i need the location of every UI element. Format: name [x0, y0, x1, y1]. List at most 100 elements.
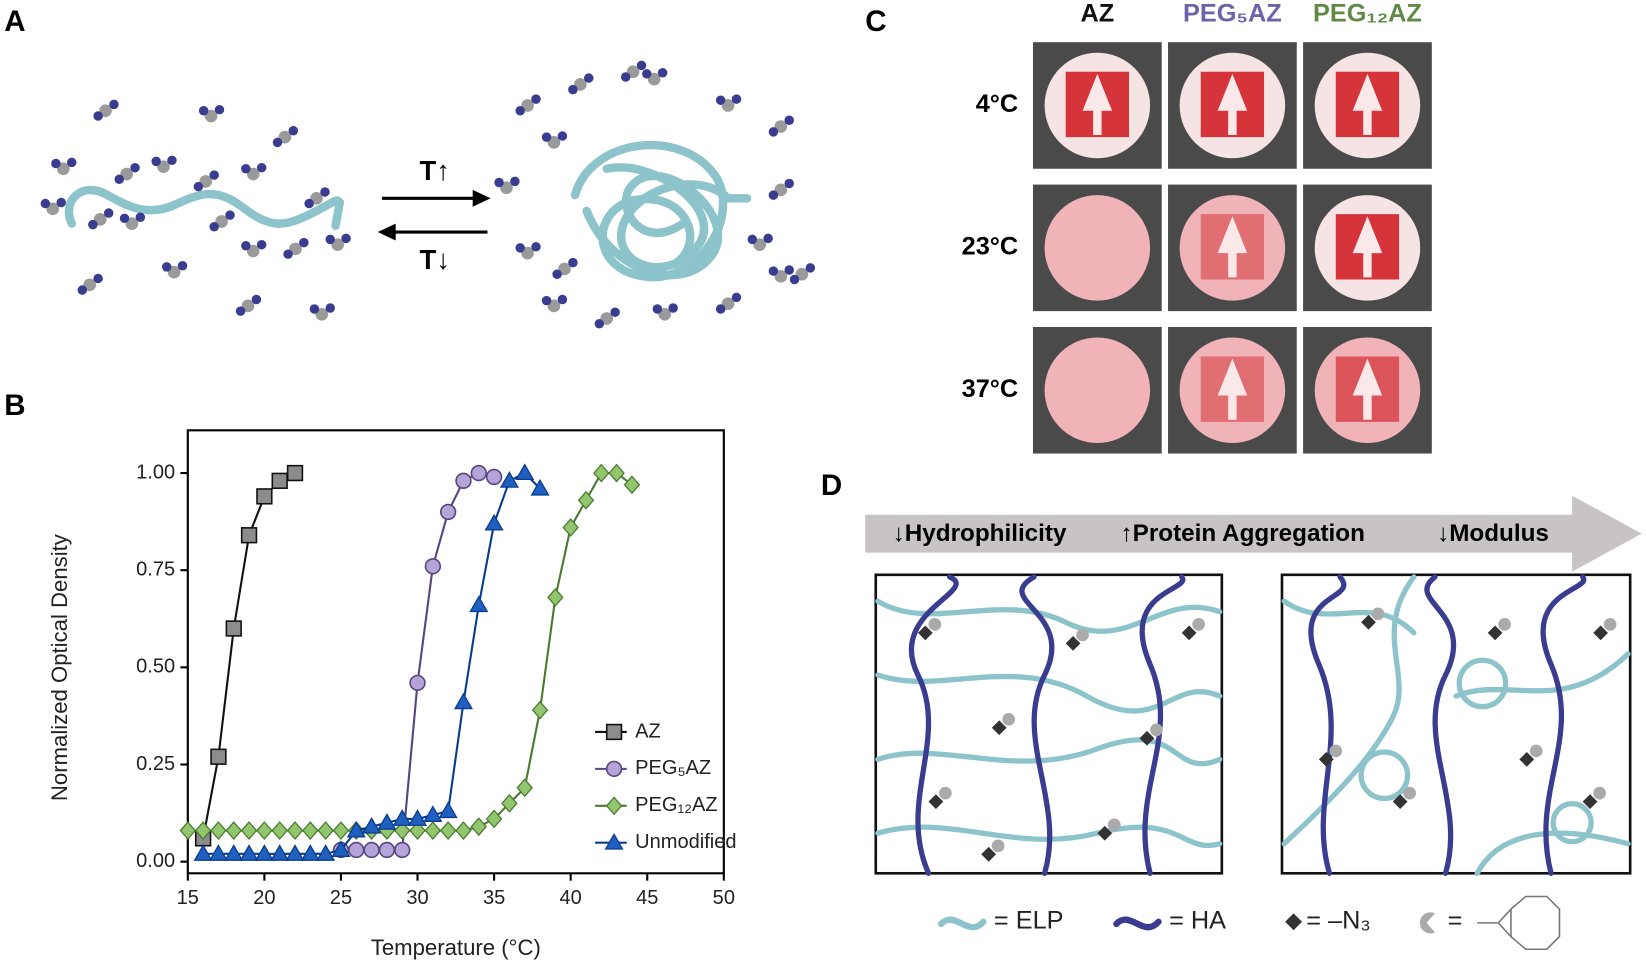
atom [67, 157, 77, 168]
marker [562, 518, 579, 537]
network-box [1280, 573, 1632, 875]
atom [341, 233, 351, 244]
marker [240, 527, 258, 544]
row-label: 4°C [976, 90, 1018, 118]
logo-tree [1352, 73, 1383, 136]
atom [320, 187, 330, 197]
marker [593, 463, 610, 483]
marker [240, 821, 258, 840]
legend-label: PEG₅AZ [635, 757, 711, 779]
column-header: PEG₁₂AZ [1313, 0, 1422, 27]
water-molecule [119, 212, 146, 230]
water-molecule [620, 60, 647, 82]
crosslink [1593, 786, 1606, 800]
marker [530, 478, 550, 496]
atom [256, 162, 267, 173]
y-tick-label: 0.00 [136, 850, 175, 872]
marker [300, 844, 320, 861]
panel-d: ↓Hydrophilicity ↑Protein Aggregation ↓Mo… [865, 495, 1642, 951]
marker [179, 821, 197, 840]
x-tick-label: 35 [483, 887, 505, 909]
marker [302, 821, 319, 840]
logo-tree [1352, 358, 1383, 420]
marker [331, 840, 351, 857]
water-molecule [594, 307, 620, 329]
crosslink [1181, 625, 1197, 641]
atom [109, 99, 119, 110]
line [340, 471, 495, 852]
marker [256, 821, 273, 840]
crosslink [939, 786, 952, 800]
marker [210, 748, 227, 765]
series [194, 464, 304, 847]
water-molecule [241, 239, 267, 258]
marker [409, 821, 426, 840]
marker [392, 809, 412, 826]
crosslink [1139, 730, 1155, 746]
atom [768, 127, 779, 137]
dbco-key [1419, 912, 1435, 934]
water-molecule [642, 68, 668, 86]
x-tick-label: 30 [406, 887, 428, 909]
water-molecule [552, 257, 578, 279]
elp-coil [570, 140, 752, 282]
water-molecule [715, 94, 742, 112]
water-molecule [283, 237, 309, 259]
marker [623, 475, 641, 495]
marker [453, 692, 474, 710]
water-molecule [515, 242, 541, 260]
water-molecule [304, 187, 330, 209]
crosslink [981, 846, 997, 862]
atom [209, 222, 219, 232]
logo-tree [1217, 216, 1248, 278]
atom [668, 303, 678, 313]
marker [224, 844, 244, 861]
arrow-item: ↓Modulus [1437, 520, 1549, 547]
ha-key [1113, 916, 1162, 931]
atom [56, 197, 66, 208]
atom [93, 111, 103, 121]
panel-c: AZ PEG₅AZ PEG₁₂AZ 4°C 23°C 37°C [962, 0, 1432, 454]
marker [194, 821, 212, 840]
atom [568, 257, 578, 268]
water-molecule [325, 233, 351, 252]
water-molecule [541, 131, 568, 149]
marker [424, 558, 442, 575]
atom [657, 68, 668, 78]
sample-disc [1044, 337, 1151, 443]
atom [531, 94, 541, 104]
atom [731, 292, 742, 303]
water-molecule [747, 233, 773, 252]
marker [332, 821, 350, 840]
crosslink [1076, 628, 1089, 642]
y-tick-label: 1.00 [136, 461, 175, 483]
series [332, 464, 503, 859]
x-tick-label: 25 [330, 887, 352, 909]
atom [747, 234, 758, 245]
atom [130, 162, 140, 173]
water-molecule [193, 170, 219, 192]
marker [485, 468, 503, 486]
water-molecule [114, 162, 140, 185]
marker [424, 821, 442, 840]
marker [438, 801, 458, 819]
water-molecule [789, 263, 816, 285]
atom [88, 219, 98, 230]
y-tick-label: 0.25 [136, 753, 175, 775]
marker [407, 809, 428, 826]
water-molecule [568, 73, 594, 95]
x-axis-label: Temperature (°C) [371, 935, 541, 960]
marker [317, 821, 334, 840]
arrow-item: ↑Protein Aggregation [1121, 520, 1365, 547]
atom [135, 212, 146, 223]
marker [501, 793, 518, 813]
crosslink [1318, 752, 1334, 767]
logo-tree [1217, 358, 1248, 420]
network-left [875, 574, 1223, 876]
legend-label: AZ [635, 720, 661, 742]
marker [393, 821, 411, 840]
marker [605, 760, 623, 778]
marker [470, 817, 488, 837]
panel-label: B [4, 389, 25, 422]
atom [515, 243, 525, 253]
